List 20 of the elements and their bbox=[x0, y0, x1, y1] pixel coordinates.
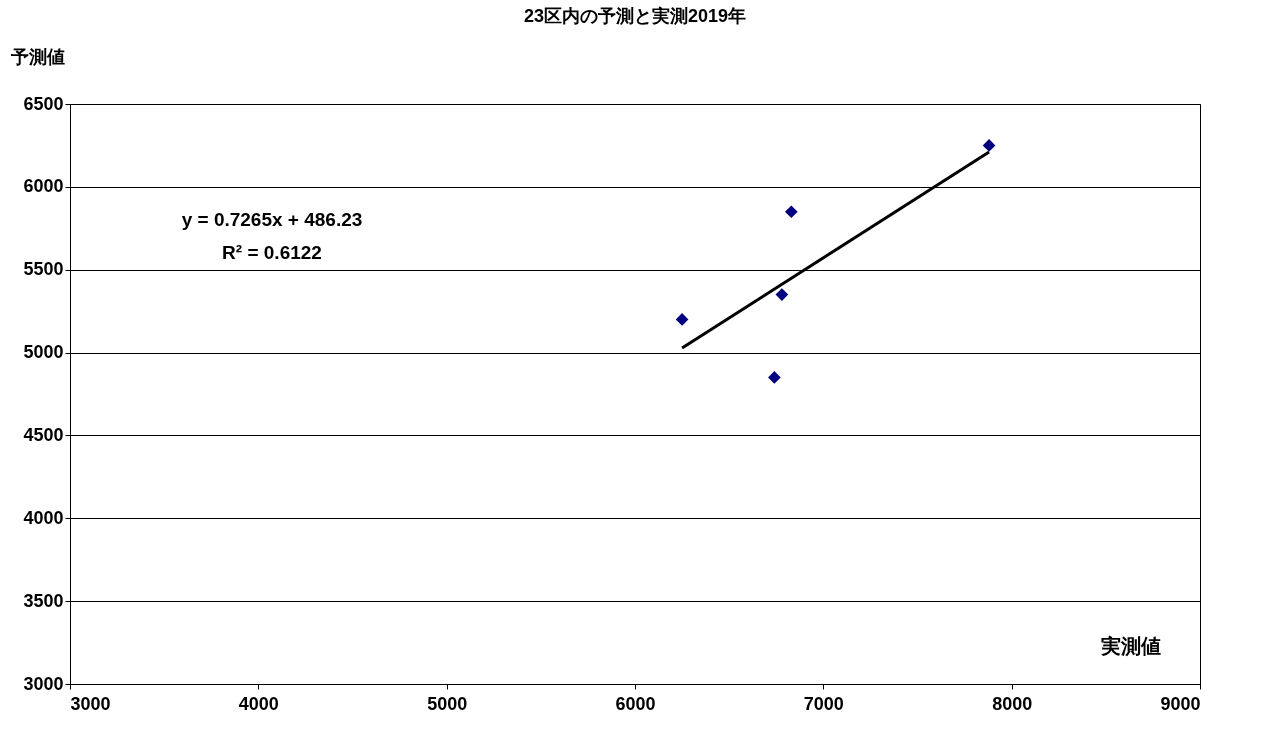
x-tick-label: 6000 bbox=[615, 693, 656, 714]
y-tick-label: 4500 bbox=[23, 424, 64, 445]
x-tick-label: 3000 bbox=[70, 693, 111, 714]
x-tick-label: 7000 bbox=[803, 693, 844, 714]
chart-title: 23区内の予測と実測2019年 bbox=[523, 6, 747, 26]
y-tick-label: 3000 bbox=[23, 673, 64, 694]
y-tick-label: 6000 bbox=[23, 176, 64, 197]
x-tick-label: 5000 bbox=[427, 693, 468, 714]
y-axis-title: 予測値 bbox=[9, 46, 65, 67]
annotation: R² = 0.6122 bbox=[222, 242, 322, 263]
x-tick-label: 8000 bbox=[992, 693, 1033, 714]
y-tick-label: 5500 bbox=[23, 259, 64, 280]
y-tick-label: 5000 bbox=[23, 342, 64, 363]
y-tick-label: 3500 bbox=[23, 590, 64, 611]
x-tick-label: 4000 bbox=[238, 693, 279, 714]
y-tick-label: 6500 bbox=[23, 93, 64, 114]
annotation: y = 0.7265x + 486.23 bbox=[181, 209, 363, 230]
y-tick-label: 4000 bbox=[23, 507, 64, 528]
x-tick-label: 9000 bbox=[1160, 693, 1201, 714]
x-axis-title: 実測値 bbox=[1099, 634, 1161, 657]
